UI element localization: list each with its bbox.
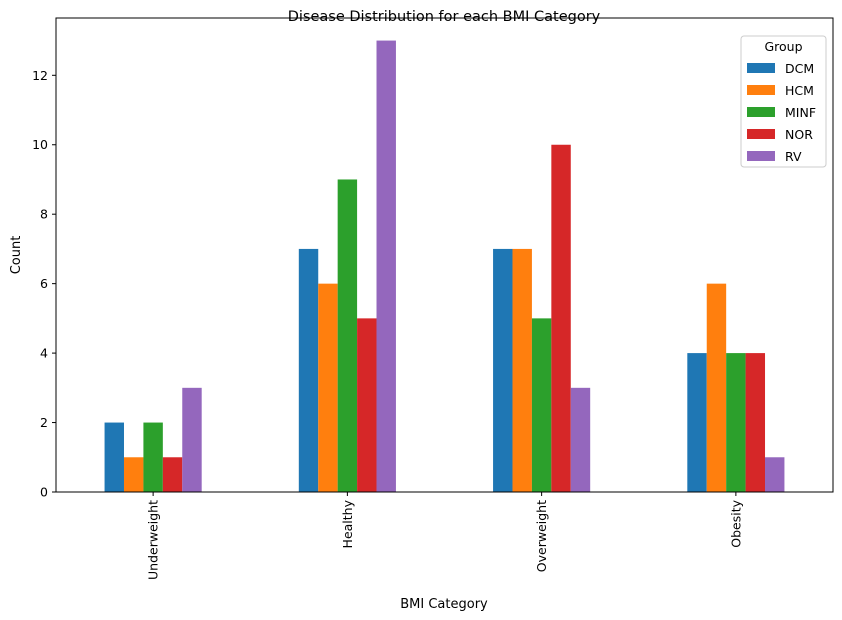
bar-minf-overweight [531,318,552,492]
bar-dcm-underweight [104,422,124,492]
bar-minf-underweight [143,422,163,492]
bar-dcm-healthy [298,248,319,492]
bar-hcm-underweight [123,457,144,492]
bar-hcm-obesity [706,283,727,492]
y-axis: 0 2 4 6 8 10 12 [32,68,56,500]
bar-rv-overweight [570,387,591,492]
y-tick-label: 4 [40,346,48,361]
bar-nor-healthy [357,318,377,492]
legend-box [740,35,827,168]
x-tick-label-overweight: Overweight [534,500,549,572]
y-tick-label: 8 [40,207,48,222]
legend-swatch-minf [747,107,775,117]
legend-swatch-nor [747,129,775,139]
y-tick-label: 6 [40,276,48,291]
bar-dcm-obesity [687,353,707,492]
bar-rv-obesity [765,457,785,492]
legend-swatch-hcm [747,85,775,95]
y-tick-label: 10 [32,137,48,152]
y-tick-label: 0 [40,485,48,500]
y-axis-label: Count [9,236,24,275]
x-tick-label-underweight: Underweight [146,500,161,580]
y-tick-label: 12 [32,68,48,83]
x-axis: Underweight Healthy Overweight Obesity [146,492,743,580]
bar-rv-underweight [182,387,202,492]
y-tick-label: 2 [40,415,48,430]
bar-rv-healthy [376,40,396,492]
legend-label-nor: NOR [785,127,813,142]
legend-title: Group [764,39,802,54]
bar-minf-obesity [726,353,746,492]
bar-hcm-overweight [512,248,532,492]
bar-minf-healthy [337,179,358,492]
x-axis-label: BMI Category [400,597,488,612]
legend-label-dcm: DCM [785,61,814,76]
x-tick-label-obesity: Obesity [728,499,743,547]
chart-title: Disease Distribution for each BMI Catego… [288,9,601,25]
legend-label-minf: MINF [785,105,816,120]
bar-dcm-overweight [493,248,513,492]
bars-group [104,40,785,492]
bar-hcm-healthy [318,283,338,492]
legend: Group DCM HCM MINF NOR RV [740,35,827,168]
bar-nor-obesity [745,353,766,492]
legend-label-rv: RV [785,149,802,164]
bar-nor-overweight [551,144,571,492]
legend-swatch-dcm [747,63,775,73]
bar-nor-underweight [162,457,183,492]
legend-label-hcm: HCM [785,83,814,98]
x-tick-label-healthy: Healthy [340,499,355,548]
legend-swatch-rv [747,151,775,161]
plot-area-frame [55,17,834,493]
